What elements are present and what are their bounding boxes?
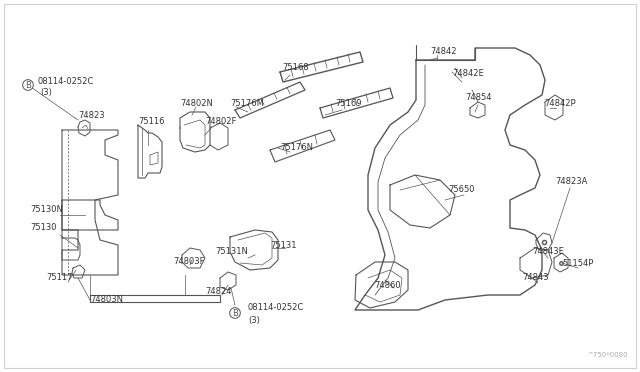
Text: B: B xyxy=(25,80,31,90)
Text: 74823A: 74823A xyxy=(555,177,588,186)
Text: 75168: 75168 xyxy=(282,64,308,73)
Text: 74842E: 74842E xyxy=(452,70,484,78)
Text: 74802F: 74802F xyxy=(205,118,236,126)
Text: 08114-0252C: 08114-0252C xyxy=(248,304,304,312)
Text: 75169: 75169 xyxy=(335,99,362,108)
Text: 74842P: 74842P xyxy=(544,99,575,109)
Text: 74843E: 74843E xyxy=(532,247,564,257)
Text: 74843: 74843 xyxy=(522,273,548,282)
Text: 75650: 75650 xyxy=(448,186,474,195)
Text: 75176N: 75176N xyxy=(280,144,313,153)
Text: 74803F: 74803F xyxy=(173,257,205,266)
Text: 74802N: 74802N xyxy=(180,99,213,109)
Text: 74824: 74824 xyxy=(205,288,232,296)
Text: ^750*0080: ^750*0080 xyxy=(588,352,628,358)
Text: 75117: 75117 xyxy=(46,273,72,282)
Text: 51154P: 51154P xyxy=(562,260,593,269)
Text: 75130: 75130 xyxy=(30,224,56,232)
Text: 75116: 75116 xyxy=(138,118,164,126)
Text: 75176M: 75176M xyxy=(230,99,264,108)
Text: 08114-0252C: 08114-0252C xyxy=(38,77,94,87)
Text: 74854: 74854 xyxy=(465,93,492,103)
Text: (3): (3) xyxy=(248,315,260,324)
Text: B: B xyxy=(232,308,238,317)
Text: 75131N: 75131N xyxy=(215,247,248,257)
Text: 74860: 74860 xyxy=(374,280,401,289)
Text: 74842: 74842 xyxy=(430,48,456,57)
Text: (3): (3) xyxy=(40,89,52,97)
Text: 74823: 74823 xyxy=(78,112,104,121)
Text: 75130N: 75130N xyxy=(30,205,63,215)
Text: 75131: 75131 xyxy=(270,241,296,250)
Text: 74803N: 74803N xyxy=(90,295,123,305)
